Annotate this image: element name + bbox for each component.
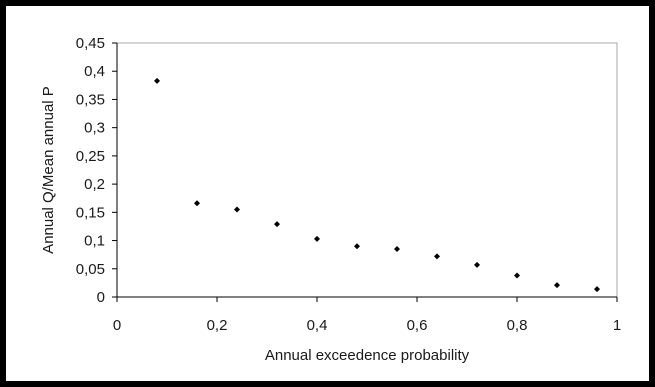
x-axis-title: Annual exceedence probability	[265, 347, 470, 364]
data-point	[354, 243, 360, 250]
data-point	[434, 253, 440, 260]
data-point	[154, 77, 160, 84]
y-tick-label: 0,4	[84, 63, 105, 80]
data-point	[554, 282, 560, 289]
plot-area	[116, 42, 618, 298]
y-axis-ticks: 0 0,05 0,1 0,15 0,2 0,25 0,3 0,35 0,4 0,45	[76, 35, 117, 306]
data-point	[194, 200, 200, 207]
data-point	[394, 246, 400, 253]
y-axis-title: Annual Q/Mean annual P	[40, 86, 57, 254]
x-tick-label: 0,8	[507, 317, 528, 334]
data-point	[234, 206, 240, 213]
y-tick-label: 0,05	[76, 261, 105, 278]
y-tick-label: 0	[97, 289, 105, 306]
y-tick-label: 0,1	[84, 233, 105, 250]
x-tick-label: 1	[613, 317, 621, 334]
data-point	[594, 286, 600, 293]
plot-border	[116, 42, 618, 298]
y-tick-label: 0,2	[84, 176, 105, 193]
y-tick-label: 0,3	[84, 120, 105, 137]
y-tick-label: 0,35	[76, 91, 105, 108]
data-point	[274, 221, 280, 228]
data-point	[514, 272, 520, 279]
data-point	[474, 261, 480, 268]
y-tick-label: 0,45	[76, 35, 105, 52]
data-points	[154, 77, 600, 293]
x-axis-ticks: 0 0,2 0,4 0,6 0,8 1	[113, 297, 621, 334]
x-tick-label: 0	[113, 317, 121, 334]
x-tick-label: 0,6	[407, 317, 428, 334]
x-tick-label: 0,4	[307, 317, 328, 334]
data-point	[314, 235, 320, 242]
y-tick-label: 0,25	[76, 148, 105, 165]
y-tick-label: 0,15	[76, 204, 105, 221]
x-tick-label: 0,2	[207, 317, 228, 334]
